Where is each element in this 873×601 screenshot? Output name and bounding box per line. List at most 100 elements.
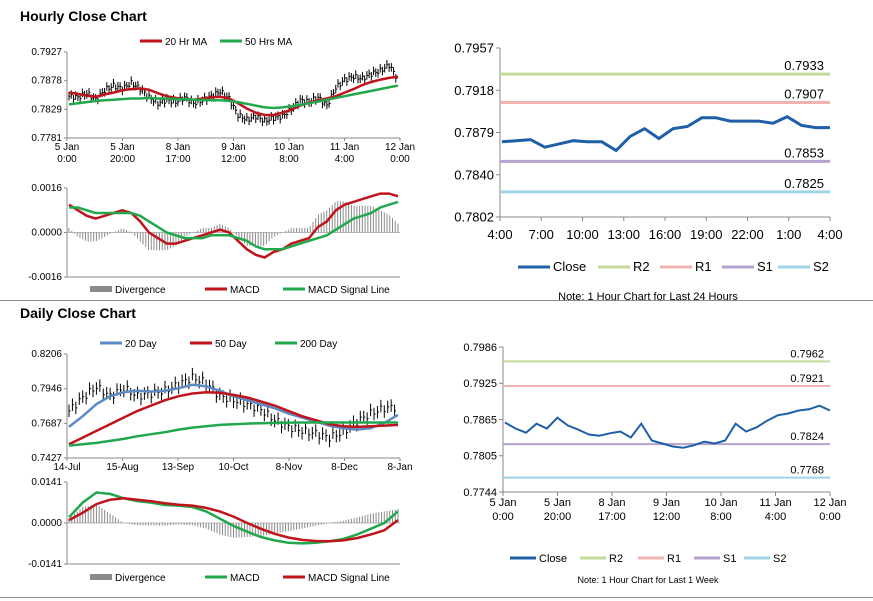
legend-label: 50 Hrs MA (245, 37, 293, 48)
legend-label: R1 (695, 259, 712, 274)
x-tick-label: 10:00 (566, 227, 599, 242)
x-tick-label: 12 Jan (385, 142, 415, 153)
x-tick-label: 8-Nov (276, 462, 303, 473)
close-line (501, 115, 830, 153)
y-tick-label: 0.0000 (31, 228, 62, 239)
x-tick-label: 8 Jan (166, 142, 190, 153)
section-divider (0, 300, 873, 301)
x-tick-label: 22:00 (731, 227, 764, 242)
legend-label: 20 Hr MA (165, 37, 208, 48)
pivot-label-s2: 0.7825 (784, 176, 824, 191)
macd-line-1 (69, 200, 399, 251)
x-tick-label: 9 Jan (221, 142, 245, 153)
y-tick-label: 0.0141 (31, 477, 62, 488)
x-tick-label: 8-Dec (331, 462, 358, 473)
ma-line-2 (68, 421, 398, 447)
y-tick-label: 0.7781 (31, 133, 62, 144)
y-tick-label: 0.0000 (31, 518, 62, 529)
y-tick-label: 0.7957 (454, 41, 494, 56)
x-tick-label: 20:00 (544, 511, 572, 523)
x-tick-label: 19:00 (690, 227, 723, 242)
x-tick-label: 5 Jan (490, 497, 517, 509)
x-tick-label: 5 Jan (55, 142, 79, 153)
chart-note: Note: 1 Hour Chart for Last 24 Hours (558, 291, 738, 303)
ma-line-1 (68, 84, 399, 110)
pivot-label-r1: 0.7907 (784, 87, 824, 102)
chart-note: Note: 1 Hour Chart for Last 1 Week (578, 575, 719, 585)
x-tick-label: 8-Jan (387, 462, 412, 473)
legend-label: 50 Day (215, 339, 247, 350)
x-tick-label: 0:00 (492, 511, 513, 523)
x-tick-label: 12:00 (221, 154, 246, 165)
x-tick-label: 4:00 (817, 227, 842, 242)
x-tick-label: 0:00 (57, 154, 77, 165)
x-tick-label: 16:00 (649, 227, 682, 242)
x-tick-label: 13:00 (607, 227, 640, 242)
y-tick-label: -0.0141 (28, 559, 62, 570)
hourly-macd-chart: 0.0016 0.0000 -0.0016 Divergence MACD MACD Si… (28, 183, 400, 296)
legend-label: S2 (813, 259, 829, 274)
y-tick-label: 0.7879 (454, 125, 494, 140)
y-tick-label: 0.7918 (454, 83, 494, 98)
x-tick-label: 8 Jan (599, 497, 626, 509)
x-tick-label: 8:00 (279, 154, 299, 165)
ma-line-1 (68, 390, 399, 446)
legend-label: S2 (773, 553, 786, 565)
x-tick-label: 1:00 (776, 227, 801, 242)
hourly-section-title: Hourly Close Chart (20, 8, 147, 24)
daily-macd-chart: 0.0141 0.0000 -0.0141 Divergence MACD MACD Si… (28, 477, 400, 584)
x-tick-label: 17:00 (598, 511, 626, 523)
x-tick-label: 17:00 (165, 154, 190, 165)
y-tick-label: 0.7802 (454, 210, 494, 225)
y-tick-label: 0.8206 (31, 349, 62, 360)
legend-swatch-divergence (90, 286, 112, 292)
legend-label: R2 (633, 259, 650, 274)
y-tick-label: 0.7840 (454, 167, 494, 182)
x-tick-label: 7:00 (529, 227, 554, 242)
y-tick-label: 0.7925 (463, 378, 497, 390)
close-line (504, 404, 831, 449)
x-tick-label: 11 Jan (759, 497, 791, 509)
x-tick-label: 4:00 (335, 154, 355, 165)
y-tick-label: 0.7946 (31, 384, 62, 395)
y-tick-label: 0.7927 (31, 47, 62, 58)
macd-line-1 (68, 497, 399, 543)
x-tick-label: 0:00 (390, 154, 410, 165)
x-tick-label: 13-Sep (162, 462, 195, 473)
x-tick-label: 10-Oct (218, 462, 248, 473)
x-tick-label: 10 Jan (704, 497, 737, 509)
pivot-label-s1: 0.7824 (790, 431, 824, 443)
y-tick-label: 0.7878 (31, 76, 62, 87)
legend-label: R1 (667, 553, 681, 565)
y-tick-label: 0.7687 (31, 418, 62, 429)
legend-label: MACD (230, 573, 259, 584)
x-tick-label: 8:00 (710, 511, 731, 523)
x-tick-label: 4:00 (765, 511, 786, 523)
x-tick-label: 4:00 (487, 227, 512, 242)
x-tick-label: 14-Jul (53, 462, 80, 473)
pivot-label-r1: 0.7921 (790, 373, 824, 385)
legend-label: Divergence (115, 285, 166, 296)
pivot-label-r2: 0.7962 (790, 348, 824, 360)
y-tick-label: -0.0016 (28, 272, 62, 283)
x-tick-label: 20:00 (110, 154, 135, 165)
pivot-label-s1: 0.7853 (784, 145, 824, 160)
legend-label: R2 (609, 553, 623, 565)
daily-section-title: Daily Close Chart (20, 305, 136, 321)
legend-label: S1 (757, 259, 773, 274)
pivot-label-r2: 0.7933 (784, 58, 824, 73)
legend-label: 200 Day (300, 339, 337, 350)
legend-label: MACD Signal Line (308, 285, 390, 296)
x-tick-label: 12 Jan (813, 497, 846, 509)
bottom-divider (0, 597, 873, 598)
y-tick-label: 0.7865 (463, 414, 497, 426)
y-tick-label: 0.7805 (463, 451, 497, 463)
legend-label: 20 Day (125, 339, 157, 350)
x-tick-label: 10 Jan (274, 142, 304, 153)
legend-label: Close (539, 553, 567, 565)
pivot-label-s2: 0.7768 (790, 465, 824, 477)
x-tick-label: 0:00 (819, 511, 840, 523)
y-tick-label: 0.7744 (463, 487, 497, 499)
